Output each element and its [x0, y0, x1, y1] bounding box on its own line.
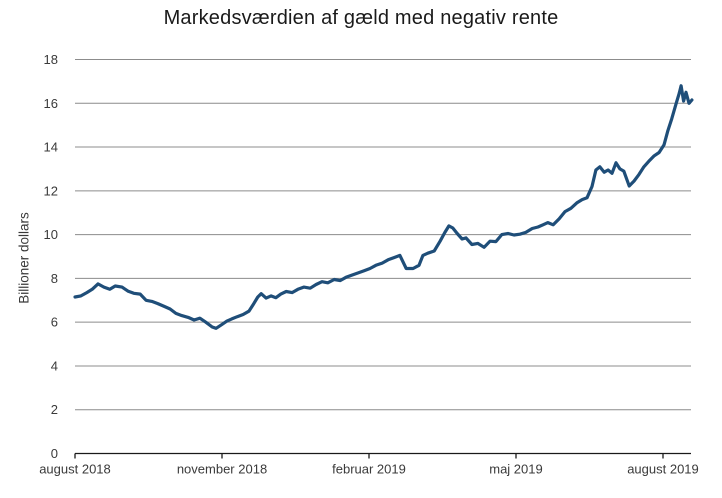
y-tick-label: 14 — [44, 140, 58, 155]
x-tick-label: maj 2019 — [489, 462, 542, 477]
x-tick-label: august 2018 — [39, 462, 111, 477]
x-tick-label: februar 2019 — [332, 462, 406, 477]
y-tick-label: 10 — [44, 227, 58, 242]
y-tick-label: 0 — [51, 446, 58, 461]
chart-title: Markedsværdien af gæld med negativ rente — [163, 7, 559, 29]
y-tick-label: 2 — [51, 402, 58, 417]
x-tick-label: november 2018 — [177, 462, 267, 477]
y-tick-label: 12 — [44, 183, 58, 198]
y-tick-label: 6 — [51, 315, 58, 330]
x-tick-label: august 2019 — [627, 462, 699, 477]
y-tick-label: 4 — [51, 358, 58, 373]
y-tick-label: 16 — [44, 96, 58, 111]
y-tick-label: 18 — [44, 52, 58, 67]
data-line — [73, 84, 694, 330]
y-tick-label: 8 — [51, 271, 58, 286]
